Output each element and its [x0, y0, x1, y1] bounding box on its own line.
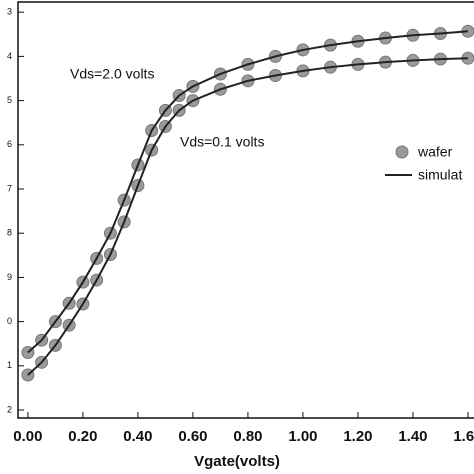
x-tick-label: 1.00 [288, 428, 317, 445]
y-tick-label: 7 [7, 183, 12, 193]
annotation: Vds=0.1 volts [180, 134, 264, 150]
y-tick-label: 2 [7, 404, 12, 414]
x-tick-label: 0.60 [178, 428, 207, 445]
x-tick-label: 0.20 [68, 428, 97, 445]
y-tick-label: 3 [7, 7, 12, 17]
x-axis-label: Vgate(volts) [194, 453, 280, 470]
legend-marker [395, 145, 409, 159]
x-tick-label: 0.40 [123, 428, 152, 445]
y-tick-label: 4 [7, 51, 12, 61]
x-tick-label: 1.60 [453, 428, 474, 445]
y-tick-label: 0 [7, 316, 12, 326]
simulation-line [27, 57, 468, 376]
y-tick-label: 1 [7, 360, 12, 370]
plot-frame [17, 1, 474, 419]
x-tick-label: 0.00 [13, 428, 42, 445]
x-tick-label: 0.80 [233, 428, 262, 445]
annotation: Vds=2.0 volts [70, 66, 154, 82]
simulation-line [27, 30, 469, 354]
legend-label: simulat [418, 167, 462, 183]
y-tick-label: 9 [7, 272, 12, 282]
x-tick-label: 1.20 [343, 428, 372, 445]
y-tick-label: 5 [7, 95, 12, 105]
legend-label: wafer [417, 144, 453, 160]
x-tick-label: 1.40 [398, 428, 427, 445]
plot-area [21, 24, 474, 382]
y-tick-label: 8 [7, 228, 12, 238]
y-tick-label: 6 [7, 139, 12, 149]
